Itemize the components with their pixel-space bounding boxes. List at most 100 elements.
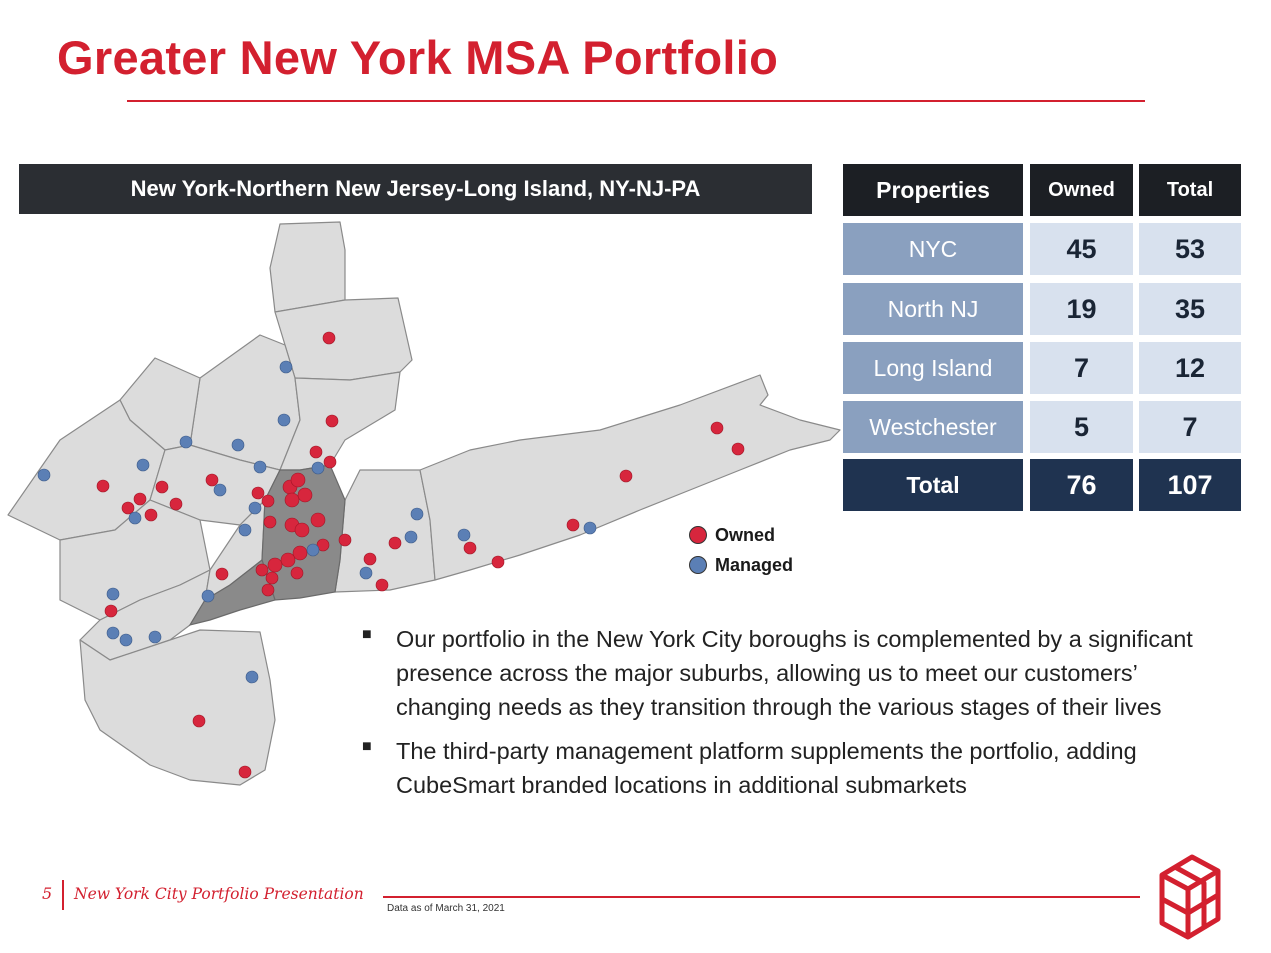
owned-location-dot xyxy=(322,331,336,345)
managed-location-dot xyxy=(404,530,418,544)
owned-location-dot xyxy=(261,583,275,597)
owned-location-dot xyxy=(251,486,265,500)
managed-location-dot xyxy=(359,566,373,580)
county-region xyxy=(274,297,413,381)
managed-location-dot xyxy=(148,630,162,644)
bullet-square-icon: ■ xyxy=(362,626,372,643)
owned-location-dot xyxy=(280,552,296,568)
owned-location-dot xyxy=(263,515,277,529)
cube-logo-icon xyxy=(1159,854,1221,940)
owned-location-dot xyxy=(325,414,339,428)
table-cell-total: 12 xyxy=(1139,342,1241,394)
owned-location-dot xyxy=(144,508,158,522)
owned-location-dot xyxy=(265,571,279,585)
owned-location-dot xyxy=(491,555,505,569)
legend-item-owned: Owned xyxy=(689,520,793,550)
bullet-item: ■ The third-party management platform su… xyxy=(362,734,1222,802)
managed-location-dot xyxy=(457,528,471,542)
table-header-owned: Owned xyxy=(1030,164,1133,216)
footer-note: Data as of March 31, 2021 xyxy=(387,903,505,914)
page-title: Greater New York MSA Portfolio xyxy=(57,31,779,84)
managed-location-dot xyxy=(119,633,133,647)
owned-location-dot xyxy=(215,567,229,581)
owned-location-dot xyxy=(316,538,330,552)
owned-location-dot xyxy=(566,518,580,532)
owned-location-dot xyxy=(375,578,389,592)
managed-location-dot xyxy=(231,438,245,452)
bullet-text: The third-party management platform supp… xyxy=(396,738,1137,798)
owned-location-dot xyxy=(292,545,308,561)
county-region xyxy=(79,629,276,786)
table-cell-total: 7 xyxy=(1139,401,1241,453)
footer-rule xyxy=(383,896,1140,898)
table-cell-owned: 19 xyxy=(1030,283,1133,335)
owned-location-dot xyxy=(323,455,337,469)
owned-location-dot xyxy=(96,479,110,493)
legend-item-managed: Managed xyxy=(689,550,793,580)
owned-location-dot xyxy=(192,714,206,728)
table-header-properties: Properties xyxy=(843,164,1023,216)
table-cell-total: 35 xyxy=(1139,283,1241,335)
legend-label: Owned xyxy=(715,524,776,545)
managed-location-dot xyxy=(306,543,320,557)
portfolio-map xyxy=(7,221,841,786)
managed-location-dot xyxy=(410,507,424,521)
owned-location-dot xyxy=(261,494,275,508)
county-region xyxy=(334,469,436,593)
owned-location-dot xyxy=(255,563,269,577)
bullet-list: ■ Our portfolio in the New York City bor… xyxy=(362,622,1222,812)
owned-location-dot xyxy=(463,541,477,555)
managed-location-dot xyxy=(238,523,252,537)
owned-location-dot xyxy=(238,765,252,779)
managed-dots xyxy=(37,360,597,684)
managed-location-dot xyxy=(583,521,597,535)
owned-location-dot xyxy=(133,492,147,506)
bullet-item: ■ Our portfolio in the New York City bor… xyxy=(362,622,1222,724)
table-cell-owned: 45 xyxy=(1030,223,1133,275)
owned-location-dot xyxy=(731,442,745,456)
managed-location-dot xyxy=(245,670,259,684)
page-number: 5 xyxy=(42,884,53,903)
managed-location-dot xyxy=(106,626,120,640)
table-row-label: Long Island xyxy=(843,342,1023,394)
owned-location-dot xyxy=(267,557,283,573)
map-legend: Owned Managed xyxy=(689,520,793,580)
owned-location-dot xyxy=(310,512,326,528)
table-total-owned: 76 xyxy=(1030,459,1133,511)
owned-location-dot xyxy=(297,487,313,503)
footer-title: New York City Portfolio Presentation xyxy=(74,885,364,903)
owned-location-dot xyxy=(121,501,135,515)
managed-location-dot xyxy=(201,589,215,603)
owned-location-dot xyxy=(290,472,306,488)
managed-location-dot xyxy=(311,461,325,475)
owned-location-dot xyxy=(388,536,402,550)
owned-location-dot xyxy=(619,469,633,483)
table-row-label: Westchester xyxy=(843,401,1023,453)
table-cell-owned: 7 xyxy=(1030,342,1133,394)
staten-island xyxy=(188,558,276,626)
table-row-label: NYC xyxy=(843,223,1023,275)
owned-dot-icon xyxy=(689,526,707,544)
owned-location-dot xyxy=(710,421,724,435)
map-header: New York-Northern New Jersey-Long Island… xyxy=(19,164,812,214)
legend-label: Managed xyxy=(715,554,794,575)
managed-location-dot xyxy=(248,501,262,515)
owned-location-dot xyxy=(290,566,304,580)
owned-location-dot xyxy=(169,497,183,511)
owned-location-dot xyxy=(104,604,118,618)
owned-location-dot xyxy=(309,445,323,459)
bullet-text: Our portfolio in the New York City borou… xyxy=(396,626,1193,720)
owned-location-dot xyxy=(205,473,219,487)
owned-location-dot xyxy=(155,480,169,494)
managed-location-dot xyxy=(179,435,193,449)
managed-dot-icon xyxy=(689,556,707,574)
footer-divider xyxy=(62,880,64,910)
owned-location-dot xyxy=(363,552,377,566)
table-total-total: 107 xyxy=(1139,459,1241,511)
owned-location-dot xyxy=(284,492,300,508)
title-divider xyxy=(127,100,1145,102)
table-header-total: Total xyxy=(1139,164,1241,216)
owned-dots xyxy=(96,331,745,779)
managed-location-dot xyxy=(128,511,142,525)
owned-location-dot xyxy=(294,522,310,538)
